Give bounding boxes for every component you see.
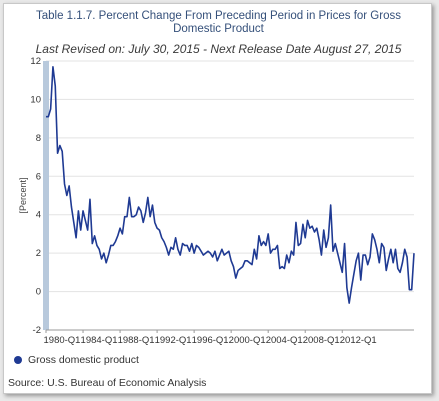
chart-title: Table 1.1.7. Percent Change From Precedi… (36, 10, 401, 35)
y-tick-label: 10 (30, 94, 41, 105)
y-tick-label: 2 (36, 248, 41, 259)
x-tick-label: 2008-Q1 (303, 335, 340, 346)
y-tick-label: 0 (36, 287, 41, 298)
x-tick-label: 1980-Q1 (44, 335, 81, 346)
x-tick-label: 2012-Q1 (340, 335, 377, 346)
x-tick-label: 1996-Q1 (192, 335, 229, 346)
y-tick-label: -2 (33, 325, 41, 336)
y-axis-label: [Percent] (18, 177, 28, 213)
x-tick-label: 1992-Q1 (155, 335, 192, 346)
x-tick-label: 2000-Q1 (229, 335, 266, 346)
chart-panel: Table 1.1.7. Percent Change From Precedi… (3, 3, 432, 394)
series-line-gross-domestic-product (46, 65, 415, 304)
x-tick-label: 1988-Q1 (118, 335, 155, 346)
source-note: Source: U.S. Bureau of Economic Analysis (8, 377, 207, 389)
y-tick-label: 12 (30, 56, 41, 67)
x-tick-label: 1984-Q1 (81, 335, 118, 346)
legend-label[interactable]: Gross domestic product (28, 354, 139, 366)
plot-area (46, 61, 414, 330)
legend: Gross domestic product (14, 353, 139, 367)
chart-subtitle: Last Revised on: July 30, 2015 - Next Re… (35, 42, 402, 56)
x-tick-label: 2004-Q1 (266, 335, 303, 346)
y-axis-band (43, 61, 49, 330)
legend-marker-icon (14, 356, 22, 364)
y-tick-label: 4 (36, 210, 41, 221)
line-chart: -2 0 2 4 6 8 10 12 [Percent] 1980-Q1 1984-Q1 1988-Q… (18, 56, 415, 346)
y-tick-label: 6 (36, 171, 41, 182)
y-tick-label: 8 (36, 133, 41, 144)
